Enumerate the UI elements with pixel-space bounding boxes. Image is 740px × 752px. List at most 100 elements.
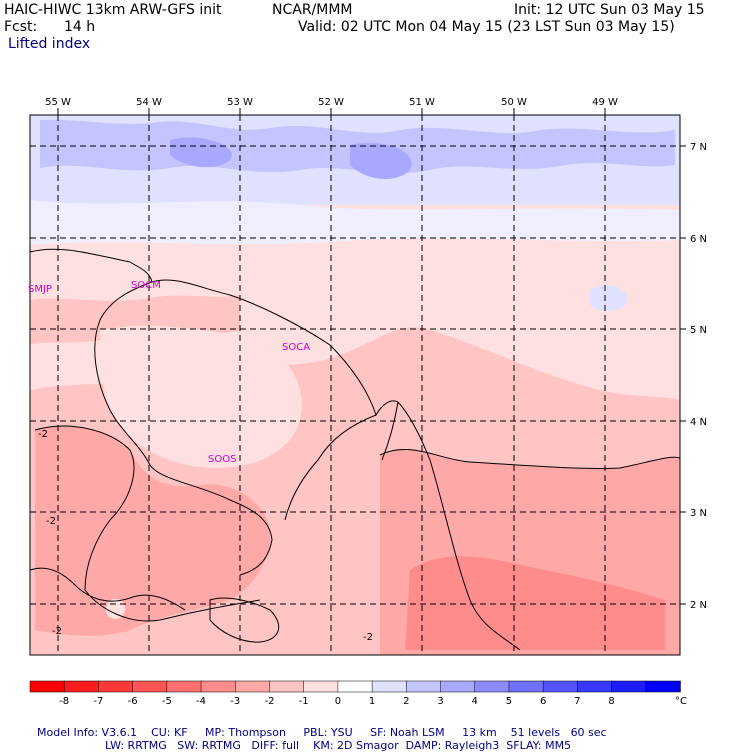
lat-label: 3 N [690,508,707,519]
lat-label: 2 N [690,600,707,611]
scale-swatch [29,680,65,693]
forecast-hour: 14 h [64,19,96,35]
surface-scheme: SF: Noah LSM [370,726,445,739]
grid-spacing: 13 km [462,726,497,739]
station-socm: SOCM [131,280,161,291]
microphysics-scheme: MP: Thompson [205,726,286,739]
scale-label: 7 [574,696,580,707]
scale-swatch [440,680,476,693]
scale-swatch [337,680,373,693]
suriname-border [94,281,273,576]
scale-swatch [132,680,168,693]
lon-label: 49 W [592,97,618,108]
eddy-option: KM: 2D Smagor [313,739,399,752]
station-soos: SOOS [208,454,236,465]
field-light-interior [100,325,302,469]
oyapock-border [381,401,399,461]
model-title: HAIC-HIWC 13km ARW-GFS init [4,2,222,18]
longitude-labels: 55 W 54 W 53 W 52 W 51 W 50 W 49 W [45,97,618,108]
damping-option: DAMP: Rayleigh3 [405,739,500,752]
scale-swatch [577,680,613,693]
station-smjp: SMJP [28,284,52,295]
valid-time: Valid: 02 UTC Mon 04 May 15 (23 LST Sun … [298,19,675,35]
scale-swatch [474,680,510,693]
scale-label: -2 [264,696,274,707]
scale-label: 8 [608,696,614,707]
lat-label: 7 N [690,142,707,153]
color-scale [29,680,681,693]
contour-southwest [29,567,186,611]
scale-swatch [406,680,442,693]
field-deep-west [35,426,271,636]
french-guiana-border [284,414,377,521]
scale-swatch [542,680,579,693]
scale-swatch [303,680,339,693]
lon-label: 51 W [409,97,435,108]
lat-label: 4 N [690,417,707,428]
scale-swatch [508,680,544,693]
color-scale-labels: -8 -7 -6 -5 -4 -3 -2 -1 0 1 2 3 4 5 6 7 8 [59,696,615,707]
scale-swatch [200,680,237,693]
lifted-index-field [30,115,680,655]
scale-swatch [166,680,202,693]
diffusion-option: DIFF: full [251,739,300,752]
init-time: Init: 12 UTC Sun 03 May 15 [514,2,705,18]
scale-label: -1 [299,696,309,707]
lat-label: 5 N [690,325,707,336]
scale-label: -8 [59,696,69,707]
time-step: 60 sec [570,726,607,739]
lat-label: 6 N [690,234,707,245]
station-labels: SMJP SOCM SOCA SOOS [28,280,310,465]
blue-patch-east [590,284,628,312]
scale-swatch [98,680,134,693]
lon-label: 53 W [227,97,253,108]
scale-label: -7 [93,696,103,707]
scale-label: 2 [403,696,409,707]
scale-unit: °C [675,696,687,707]
cumulus-scheme: CU: KF [151,726,188,739]
model-info: Model Info: V3.6.1 [37,726,138,739]
coastline [29,248,521,651]
contour-value-labels: -2 -2 -2 -2 [38,429,373,643]
contour-label: -2 [46,516,56,527]
scale-label: -4 [196,696,206,707]
scale-label: 5 [506,696,512,707]
graticule [30,115,680,655]
scale-swatch [645,680,681,693]
lon-label: 54 W [136,97,162,108]
station-soca: SOCA [282,342,310,353]
footer-line-2: LW: RRTMG SW: RRTMG DIFF: full KM: 2D Sm… [98,726,571,752]
vertical-levels: 51 levels [510,726,561,739]
contour-east [379,449,681,469]
organization-label: NCAR/MMM [272,2,353,18]
contour-south [209,597,280,643]
coastlines-borders [29,248,521,651]
longwave-scheme: LW: RRTMG [105,739,167,752]
contours [29,425,681,643]
scale-swatch [611,680,647,693]
scale-label: -5 [162,696,172,707]
contour-label: -2 [363,632,373,643]
scale-label: -3 [230,696,240,707]
scale-label: 0 [335,696,341,707]
forecast-label: Fcst: [4,19,38,35]
blue-patch-core-2 [350,142,412,180]
pbl-scheme: PBL: YSU [303,726,353,739]
lon-label: 52 W [318,97,344,108]
scale-label: 3 [437,696,443,707]
surface-layer-option: SFLAY: MM5 [506,739,572,752]
frame-ticks [57,108,686,605]
field-name: Lifted index [8,36,91,52]
stable-edge [30,200,680,245]
field-deepest-east [405,556,665,650]
scale-label: -6 [128,696,138,707]
scale-label: 1 [369,696,375,707]
lon-label: 50 W [501,97,527,108]
shortwave-scheme: SW: RRTMG [177,739,241,752]
scale-swatch [371,680,408,693]
scale-swatch [63,680,100,693]
lon-label: 55 W [45,97,71,108]
map-frame [29,114,681,656]
contour-label: -2 [38,429,48,440]
